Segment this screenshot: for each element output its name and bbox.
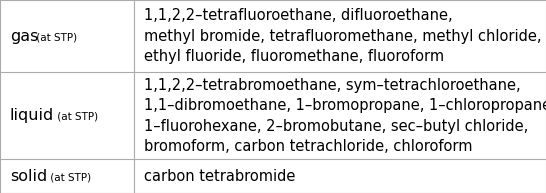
Text: liquid: liquid: [10, 108, 54, 123]
Text: (at STP): (at STP): [54, 112, 98, 122]
Text: 1,1,2,2–tetrabromoethane, sym–tetrachloroethane,
1,1–dibromoethane, 1–bromopropa: 1,1,2,2–tetrabromoethane, sym–tetrachlor…: [144, 78, 546, 154]
Text: (at STP): (at STP): [47, 172, 91, 182]
Text: carbon tetrabromide: carbon tetrabromide: [144, 169, 295, 184]
Text: solid: solid: [10, 169, 47, 184]
Text: gas: gas: [10, 29, 38, 44]
Text: (at STP): (at STP): [33, 32, 78, 42]
Text: 1,1,2,2–tetrafluoroethane, difluoroethane,
methyl bromide, tetrafluoromethane, m: 1,1,2,2–tetrafluoroethane, difluoroethan…: [144, 8, 541, 64]
